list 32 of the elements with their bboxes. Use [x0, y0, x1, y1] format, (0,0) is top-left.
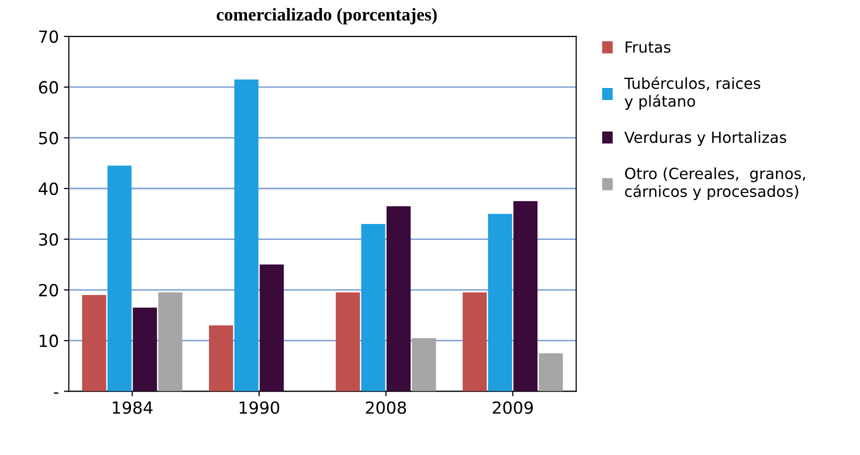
x-tick-label: 2008 — [366, 401, 406, 414]
x-tick-label: 2009 — [492, 401, 533, 414]
y-tick-label: 10 — [40, 334, 58, 348]
y-tick-label: - — [54, 392, 58, 394]
legend-label: Otro (Cereales, granos, cárnicos y procesados) — [625, 167, 805, 200]
bar — [513, 201, 538, 392]
y-tick-label: 40 — [38, 182, 58, 196]
bar — [260, 264, 284, 392]
x-tick-label: 1984 — [112, 401, 152, 414]
bar — [107, 166, 132, 392]
bar — [132, 308, 157, 392]
bar — [462, 292, 487, 392]
bar — [488, 214, 512, 392]
legend-label: Tubérculos, raices y plátano — [624, 76, 760, 110]
bar — [234, 79, 258, 392]
bar — [208, 325, 234, 392]
bar — [386, 206, 411, 392]
legend-label: Frutas — [626, 42, 670, 53]
legend-label: Verduras y Hortalizas — [624, 131, 786, 146]
x-tick-label: 1990 — [240, 401, 280, 414]
bar — [538, 353, 563, 392]
bar — [361, 224, 386, 392]
y-tick-label: 60 — [39, 81, 58, 94]
y-tick-label: 50 — [39, 132, 58, 144]
y-tick-label: 30 — [39, 233, 58, 246]
bar — [158, 292, 182, 392]
chart-title: comercializado (porcentajes) — [216, 8, 437, 24]
bar — [82, 294, 106, 392]
bar — [412, 338, 436, 392]
y-tick-label: 70 — [39, 30, 58, 43]
bar — [336, 292, 360, 392]
y-tick-label: 20 — [39, 284, 58, 296]
